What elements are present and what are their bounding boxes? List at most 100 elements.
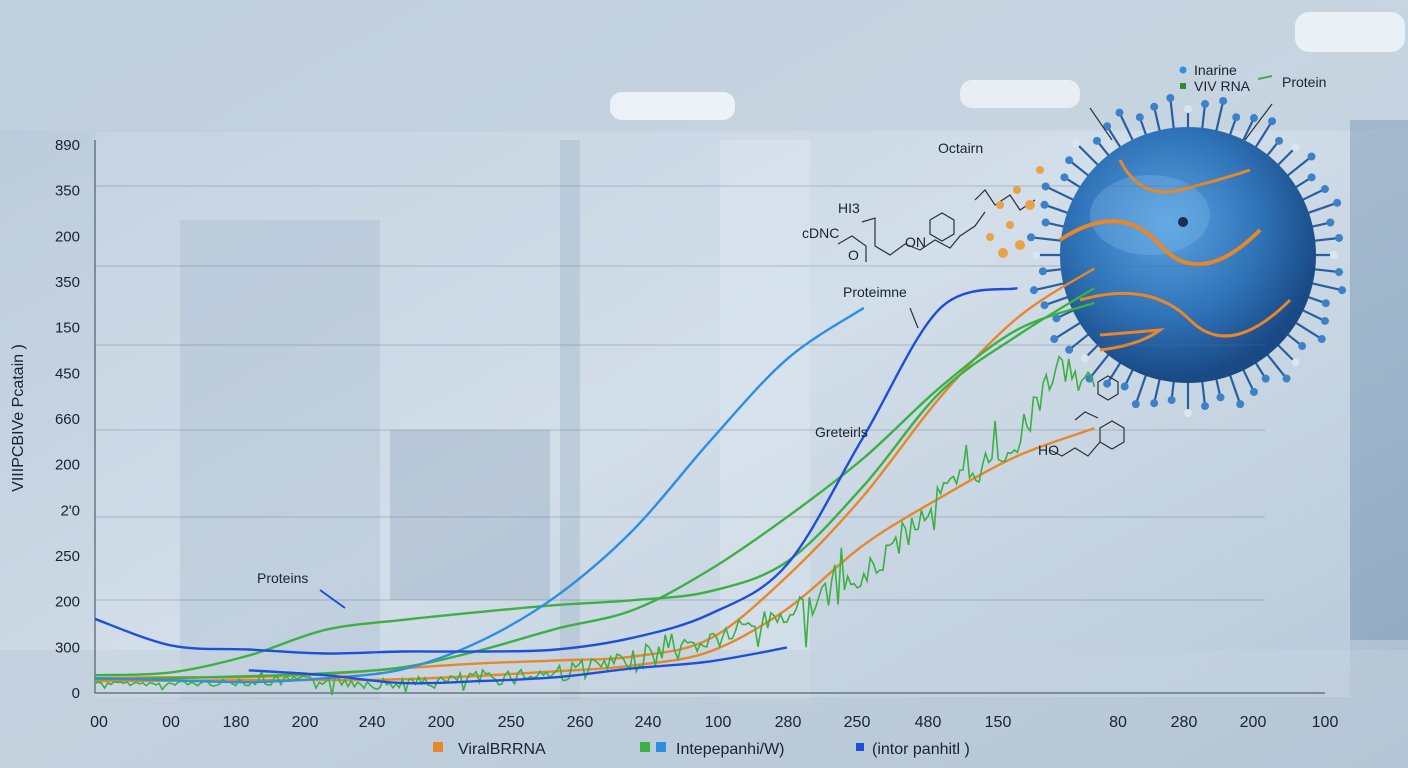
series-line-0 [94, 267, 1096, 680]
bottom-legend: ViralBRRNA Intepepanhi/W) (intor panhitl… [433, 741, 970, 758]
y-tick-labels: 890 350 200 350 150 450 660 200 2'0 250 200 300 0 [55, 137, 80, 702]
virus-spike-tip [1103, 122, 1112, 131]
legend-label-intepepanhi: Intepepanhi/W) [676, 741, 785, 758]
virus-spike-tip [1040, 301, 1049, 310]
virus-spike-tip [1236, 400, 1245, 409]
x-tick-label: 150 [985, 714, 1012, 731]
virus-spike-tip [1335, 233, 1344, 242]
x-tick-label: 240 [635, 714, 662, 731]
y-tick-label: 450 [55, 365, 80, 382]
annotation-on: ON [905, 234, 926, 250]
virus-spike-tip [1291, 143, 1300, 152]
series-line-1 [94, 427, 1095, 683]
x-tick-label: 00 [90, 714, 108, 731]
virus-spike-tip [1307, 173, 1316, 182]
virus-illustration [1026, 93, 1347, 417]
virus-spike-tip [1026, 233, 1035, 242]
top-legend-marker-inarine [1179, 66, 1187, 74]
virus-spike [1251, 120, 1273, 153]
virus-spike-tip [1282, 374, 1291, 383]
virus-spike-tip [1040, 200, 1049, 209]
virus-spike-tip [1050, 335, 1059, 344]
y-tick-label: 0 [72, 685, 80, 702]
series-line-6 [94, 286, 1018, 655]
virus-spike-tip [1291, 358, 1300, 367]
y-tick-label: 200 [55, 228, 80, 245]
virus-spike-tip [1120, 382, 1129, 391]
virus-spike-tip [1216, 393, 1225, 402]
virus-spike-tip [1330, 251, 1338, 259]
virus-spike-tip [1150, 102, 1159, 111]
virus-spike-tip [1065, 156, 1074, 165]
top-legend-marker-viv-rna [1180, 83, 1186, 89]
top-legend-label-viv-rna: VIV RNA [1194, 78, 1251, 94]
top-legend-label-inarine: Inarine [1194, 62, 1237, 78]
x-tick-label: 80 [1109, 714, 1127, 731]
x-tick-label: 200 [428, 714, 455, 731]
virus-spike-tip [1298, 342, 1307, 351]
virus-spike [1282, 155, 1313, 180]
virus-spike-tip [1184, 105, 1192, 113]
virus-spike-tip [1167, 396, 1176, 405]
virus-spike-tip [1321, 299, 1330, 308]
y-tick-label: 250 [55, 548, 80, 565]
virus-spike-tip [1317, 335, 1326, 344]
x-tick-label: 260 [567, 714, 594, 731]
x-tick-label: 250 [844, 714, 871, 731]
x-tick-label: 250 [498, 714, 525, 731]
virus-spike-tip [1335, 268, 1344, 277]
virus-spike-tip [1201, 99, 1210, 108]
top-legend: Inarine VIV RNA Protein [1179, 62, 1326, 94]
y-tick-label: 2'0 [60, 502, 80, 519]
x-tick-labels: 00 00 180 200 240 200 250 260 240 100 280 250 480 150… [90, 714, 1338, 731]
annotation-proteins: Proteins [257, 570, 308, 586]
legend-swatch-intepepanhi [640, 742, 650, 752]
virus-spike-tip [1080, 354, 1089, 363]
virus-spike-tip [1275, 136, 1284, 145]
virus-spike-tip [1320, 185, 1329, 194]
virus-spike-tip [1131, 400, 1140, 409]
series-line-7 [248, 646, 788, 685]
x-tick-label: 100 [1312, 714, 1339, 731]
x-tick-label: 480 [915, 714, 942, 731]
x-tick-label: 00 [162, 714, 180, 731]
virus-spike-tip [1065, 345, 1074, 354]
virus-spike-tip [1268, 117, 1277, 126]
virus-spike [1088, 349, 1113, 380]
annotation-octairn: Octairn [938, 140, 983, 156]
y-tick-label: 350 [55, 183, 80, 200]
virus-spike-tip [1060, 173, 1069, 182]
series-line-2 [94, 287, 1096, 677]
y-tick-label: 300 [55, 639, 80, 656]
virus-spike-tip [1307, 152, 1316, 161]
y-tick-label: 200 [55, 457, 80, 474]
series-line-5 [94, 306, 865, 684]
virus-spike [1134, 369, 1149, 405]
virus-spike [1227, 369, 1242, 405]
virus-spike [1263, 349, 1288, 380]
virus-spike-tip [1333, 198, 1342, 207]
series-line-3 [94, 301, 1095, 681]
virus-spike-tip [1135, 113, 1144, 122]
virus-spike-tip [1041, 218, 1050, 227]
virus-spike-tip [1184, 409, 1192, 417]
virus-spike-tip [1038, 267, 1047, 276]
legend-label-intor: (intor panhitl ) [872, 741, 970, 758]
x-tick-label: 180 [223, 714, 250, 731]
y-tick-label: 660 [55, 411, 80, 428]
top-legend-label-protein: Protein [1282, 74, 1326, 90]
annotation-proteins-pointer [319, 589, 346, 609]
annotation-greteirls: Greteirls [815, 424, 868, 440]
legend-swatch-intepepanhi-2 [656, 742, 666, 752]
y-tick-label: 150 [55, 320, 80, 337]
virus-spike-tip [1041, 182, 1050, 191]
y-tick-label: 350 [55, 274, 80, 291]
virus-spike-tip [1261, 374, 1270, 383]
legend-swatch-viral-rna [433, 742, 443, 752]
x-tick-label: 200 [1240, 714, 1267, 731]
series-layer [94, 267, 1096, 696]
virus-spike-tip [1092, 136, 1101, 145]
virus-spike-tip [1326, 218, 1335, 227]
